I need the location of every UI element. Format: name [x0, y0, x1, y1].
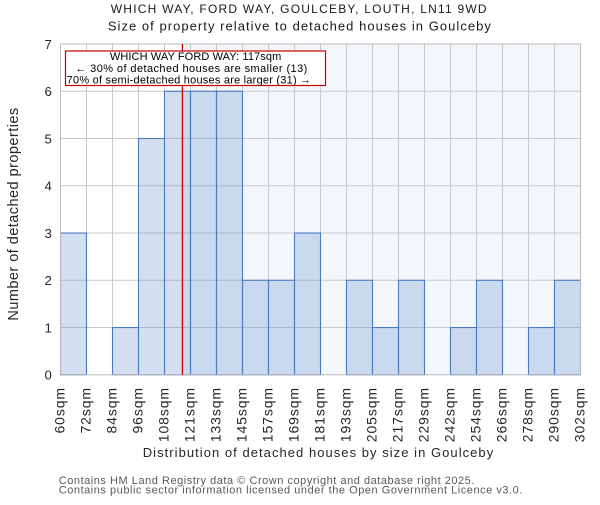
svg-text:169sqm: 169sqm [286, 387, 302, 442]
svg-text:Contains public sector informa: Contains public sector information licen… [59, 484, 523, 496]
svg-text:WHICH WAY FORD WAY: 117sqm: WHICH WAY FORD WAY: 117sqm [110, 51, 282, 63]
svg-text:254sqm: 254sqm [468, 387, 484, 442]
svg-text:7: 7 [44, 37, 51, 52]
svg-text:Distribution of detached house: Distribution of detached houses by size … [143, 445, 495, 460]
svg-text:96sqm: 96sqm [130, 387, 146, 434]
svg-text:193sqm: 193sqm [338, 387, 354, 442]
svg-text:Number of detached properties: Number of detached properties [6, 107, 22, 320]
svg-text:121sqm: 121sqm [182, 387, 198, 442]
svg-text:290sqm: 290sqm [546, 387, 562, 442]
svg-text:WHICH WAY, FORD WAY, GOULCEBY,: WHICH WAY, FORD WAY, GOULCEBY, LOUTH, LN… [111, 2, 488, 16]
svg-text:6: 6 [44, 84, 51, 99]
svg-text:Size of property relative to d: Size of property relative to detached ho… [108, 19, 492, 34]
svg-text:72sqm: 72sqm [78, 387, 94, 434]
svg-text:145sqm: 145sqm [234, 387, 250, 442]
svg-text:4: 4 [44, 179, 51, 194]
svg-text:84sqm: 84sqm [104, 387, 120, 434]
svg-text:242sqm: 242sqm [442, 387, 458, 442]
svg-text:3: 3 [44, 226, 51, 241]
svg-text:205sqm: 205sqm [364, 387, 380, 442]
svg-text:2: 2 [44, 273, 51, 288]
svg-text:Contains HM Land Registry data: Contains HM Land Registry data © Crown c… [59, 475, 475, 487]
svg-text:108sqm: 108sqm [156, 387, 172, 442]
svg-text:266sqm: 266sqm [494, 387, 510, 442]
svg-text:5: 5 [44, 131, 51, 146]
svg-text:181sqm: 181sqm [312, 387, 328, 442]
svg-text:60sqm: 60sqm [52, 387, 68, 434]
svg-text:133sqm: 133sqm [208, 387, 224, 442]
svg-text:278sqm: 278sqm [520, 387, 536, 442]
svg-text:1: 1 [44, 320, 51, 335]
svg-text:229sqm: 229sqm [416, 387, 432, 442]
svg-text:← 30% of detached houses are s: ← 30% of detached houses are smaller (13… [75, 63, 307, 75]
svg-text:217sqm: 217sqm [390, 387, 406, 442]
svg-text:0: 0 [44, 368, 51, 383]
svg-text:70% of semi-detached houses ar: 70% of semi-detached houses are larger (… [67, 74, 312, 86]
svg-text:157sqm: 157sqm [260, 387, 276, 442]
svg-text:302sqm: 302sqm [572, 387, 588, 442]
